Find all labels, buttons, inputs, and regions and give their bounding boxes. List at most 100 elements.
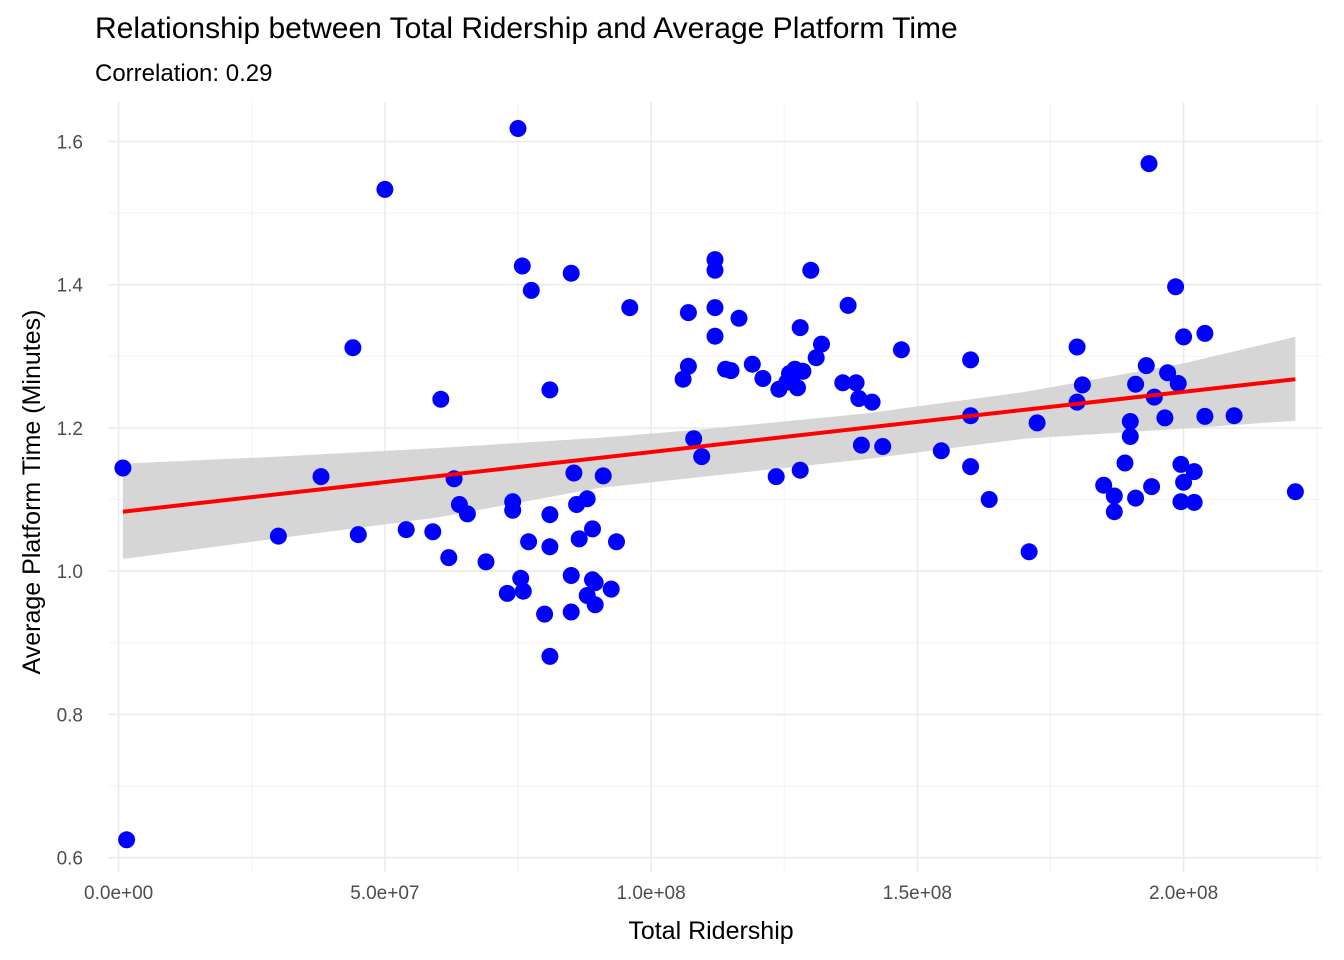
data-point — [1175, 473, 1193, 491]
data-point — [722, 362, 740, 380]
data-point — [376, 180, 394, 198]
x-axis-title: Total Ridership — [628, 917, 793, 945]
data-point — [679, 357, 697, 375]
data-point — [1127, 375, 1145, 393]
data-point — [1028, 414, 1046, 432]
confidence-band-layer — [122, 336, 1296, 559]
data-point — [584, 520, 601, 538]
data-point — [1172, 455, 1190, 473]
data-point — [892, 341, 910, 359]
data-point — [1196, 324, 1214, 342]
data-point — [834, 374, 852, 392]
data-point — [767, 468, 785, 486]
chart-subtitle: Correlation: 0.29 — [95, 60, 273, 87]
data-point — [1105, 503, 1123, 521]
x-tick-labels: 0.0e+00 5.0e+07 1.0e+08 1.5e+08 2.0e+08 — [84, 883, 1218, 904]
confidence-band — [122, 336, 1296, 559]
points-layer — [114, 120, 1304, 849]
data-point — [932, 442, 950, 460]
data-point — [1225, 407, 1243, 425]
data-point — [980, 491, 998, 508]
data-point — [1196, 407, 1214, 425]
data-point — [1159, 364, 1177, 382]
data-point — [813, 335, 830, 353]
data-point — [522, 281, 540, 299]
data-point — [594, 467, 612, 485]
data-point — [850, 390, 868, 407]
data-point — [706, 261, 724, 279]
data-point — [1167, 278, 1185, 296]
data-point — [794, 362, 812, 380]
data-point — [541, 647, 559, 665]
data-point — [432, 390, 450, 408]
y-tick-label: 1.4 — [57, 276, 84, 297]
y-tick-label: 1.2 — [57, 419, 83, 440]
data-point — [706, 327, 724, 345]
data-point — [730, 309, 748, 327]
data-point — [541, 506, 559, 524]
data-point — [1140, 155, 1158, 173]
y-tick-label: 1.0 — [57, 562, 83, 583]
data-point — [344, 339, 362, 357]
data-point — [536, 605, 554, 623]
data-point — [312, 468, 330, 486]
data-point — [754, 370, 772, 387]
data-point — [1169, 375, 1187, 392]
data-point — [1121, 413, 1139, 430]
data-point — [562, 264, 580, 282]
data-point — [562, 603, 580, 621]
data-point — [693, 448, 711, 466]
data-point — [874, 438, 892, 455]
data-point — [847, 374, 865, 392]
data-point — [440, 549, 458, 567]
data-point — [839, 296, 857, 314]
x-tick-label: 0.0e+00 — [84, 883, 153, 904]
data-point — [1185, 493, 1203, 511]
data-point — [513, 257, 531, 275]
data-point — [565, 464, 583, 482]
data-point — [674, 370, 692, 388]
data-point — [1121, 428, 1139, 445]
data-point — [514, 582, 532, 600]
data-point — [477, 553, 495, 571]
data-point — [1020, 543, 1038, 561]
data-point — [541, 538, 559, 556]
data-point — [570, 530, 588, 548]
data-point — [807, 349, 825, 367]
data-point — [791, 319, 809, 337]
data-point — [1137, 357, 1155, 375]
data-point — [791, 461, 809, 479]
data-point — [1095, 476, 1113, 494]
data-point — [1156, 409, 1174, 427]
data-point — [743, 355, 761, 373]
y-tick-labels: 0.6 0.8 1.0 1.2 1.4 1.6 — [57, 132, 84, 869]
data-point — [504, 501, 522, 519]
data-point — [509, 120, 527, 137]
x-tick-label: 1.0e+08 — [616, 883, 685, 904]
data-point — [602, 580, 620, 598]
data-point — [269, 527, 287, 545]
data-point — [349, 526, 367, 544]
data-point — [1127, 489, 1145, 507]
data-point — [586, 596, 604, 614]
data-point — [118, 831, 136, 849]
x-tick-label: 1.5e+08 — [883, 883, 952, 904]
data-point — [1105, 487, 1123, 505]
data-point — [685, 430, 703, 448]
data-point — [498, 584, 516, 602]
data-point — [802, 261, 820, 279]
data-point — [679, 304, 697, 322]
trend-layer — [122, 377, 1296, 514]
data-point — [512, 569, 530, 587]
data-point — [114, 459, 132, 477]
data-point — [962, 351, 980, 369]
data-point — [458, 505, 476, 523]
data-point — [962, 458, 980, 476]
x-tick-label: 5.0e+07 — [350, 883, 419, 904]
data-point — [562, 567, 580, 584]
data-point — [1172, 493, 1190, 511]
data-point — [621, 299, 639, 317]
data-point — [520, 533, 538, 551]
data-point — [1068, 338, 1086, 356]
data-point — [1175, 328, 1193, 346]
